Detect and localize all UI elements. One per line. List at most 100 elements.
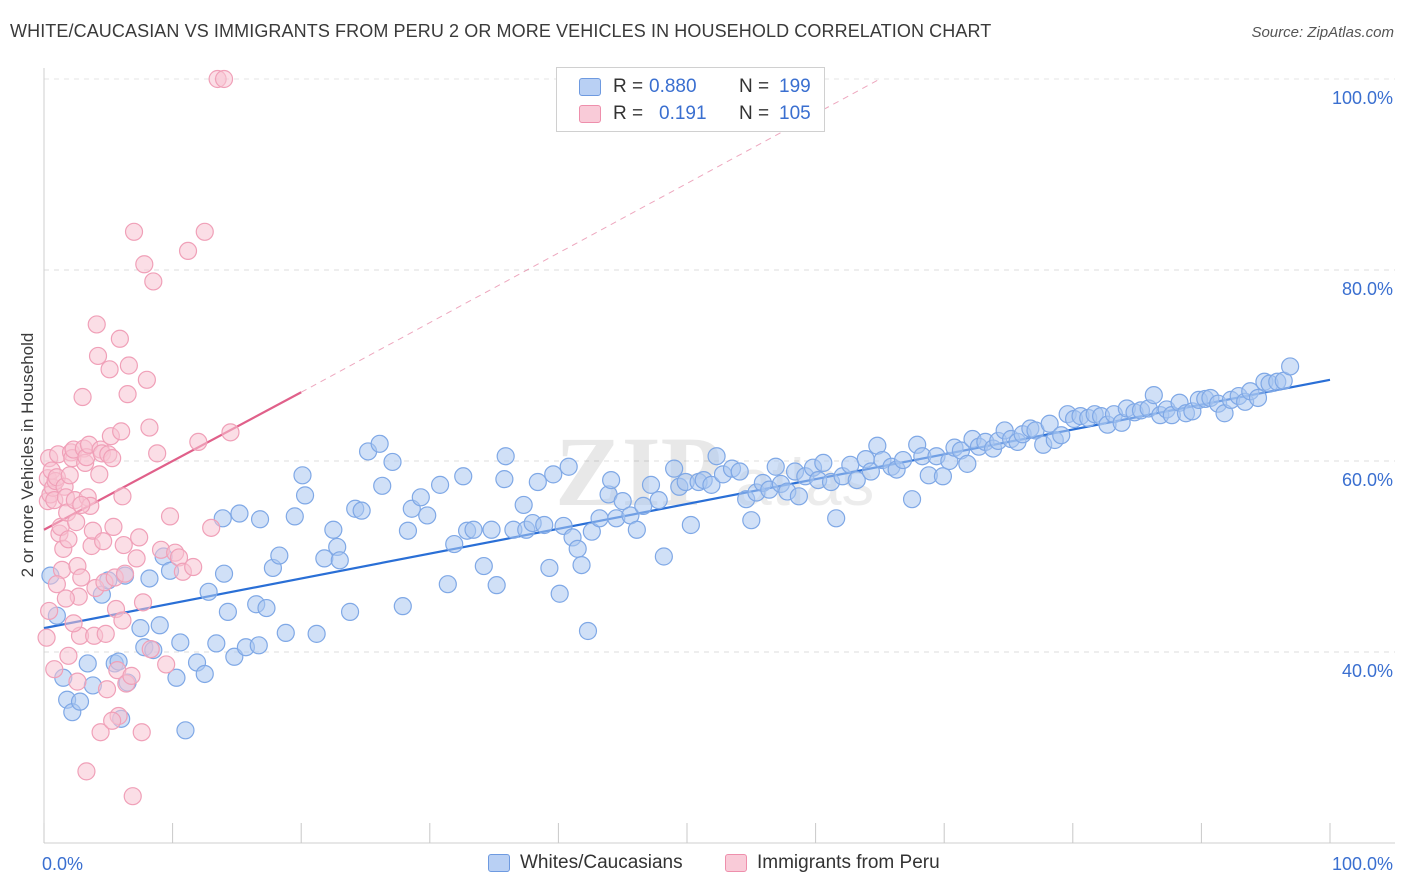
point-peru [73,387,92,407]
point-whites [487,576,506,595]
point-whites [528,472,547,492]
point-peru [47,575,66,594]
point-peru [123,787,142,806]
peru-swatch [579,105,601,123]
point-whites [464,520,483,539]
legend-row-whites: R = 0.880 N = 199 [579,75,811,99]
point-peru [103,711,122,730]
point-whites [295,486,315,505]
point-peru [132,723,151,742]
point-whites [270,546,289,565]
point-whites [195,664,214,684]
point-peru [221,423,240,442]
point-whites [1144,386,1163,405]
point-whites [730,462,749,481]
n-label: N = [739,103,770,124]
point-whites [496,447,515,466]
point-whites [70,692,90,711]
point-peru [127,549,146,568]
trend-lines [43,78,1331,630]
point-whites [218,602,237,621]
y-tick-label: 80.0% [1342,279,1393,299]
point-whites [373,476,392,495]
point-peru [148,444,167,463]
point-peru [119,356,138,375]
point-peru [67,513,86,532]
point-peru [72,568,91,587]
point-whites [861,462,880,481]
point-peru [97,680,117,699]
point-peru [112,422,131,441]
point-peru [118,385,137,404]
point-whites [568,539,587,558]
legend-item-peru[interactable]: Immigrants from Peru [725,852,940,874]
point-peru [103,449,122,468]
point-whites [827,509,846,528]
point-whites [230,504,249,523]
point-peru [59,646,78,665]
point-whites [398,521,418,540]
point-peru [113,611,132,630]
point-whites [766,457,785,476]
point-whites [559,457,578,476]
legend-row-peru: R = 0.191 N = 105 [579,102,811,126]
r-label: R = [613,76,644,97]
point-peru [141,640,160,659]
legend-label-whites: Whites/Caucasians [520,852,683,873]
x-tick-label: 0.0% [42,854,83,874]
point-whites [418,506,437,525]
point-whites [150,616,169,635]
point-whites [902,490,922,509]
point-whites [171,633,190,652]
point-peru [214,69,234,89]
point-peru [157,655,176,674]
point-whites [742,511,761,530]
point-whites [641,475,661,494]
point-peru [178,241,198,260]
point-whites [933,467,953,486]
y-tick-label: 60.0% [1342,470,1393,490]
point-peru [144,272,163,291]
point-whites [847,471,866,490]
point-whites [78,654,97,673]
peru-swatch [725,854,747,872]
point-peru [130,528,149,547]
y-tick-label: 100.0% [1332,88,1393,108]
point-peru [184,557,203,577]
legend-label-peru: Immigrants from Peru [757,852,940,873]
point-peru [135,255,154,274]
y-tick-label: 40.0% [1342,661,1393,681]
point-whites [276,623,295,643]
point-whites [613,492,632,511]
point-peru [40,601,59,621]
point-whites [438,575,457,594]
point-whites [602,471,621,490]
point-peru [110,329,129,348]
point-whites [789,487,808,506]
point-whites [665,459,684,478]
point-whites [176,721,195,740]
point-peru [114,535,133,555]
point-peru [133,593,153,612]
series-legend: Whites/Caucasians Immigrants from Peru [0,852,1406,878]
r-value-whites: 0.880 [649,76,697,97]
point-peru [137,370,156,389]
point-peru [195,222,214,241]
point-peru [59,530,78,549]
point-peru [140,418,159,437]
point-peru [124,222,144,241]
point-whites [1248,388,1268,408]
point-whites [445,534,464,554]
point-whites [249,636,268,655]
point-whites [550,584,569,603]
whites-swatch [579,78,601,96]
legend-item-whites[interactable]: Whites/Caucasians [488,852,683,874]
point-whites [627,520,646,539]
point-peru [91,723,110,742]
point-peru [94,532,113,551]
point-whites [707,447,726,466]
point-peru [113,487,132,506]
point-whites [199,582,218,601]
x-tick-label: 100.0% [1332,854,1393,874]
point-whites [1052,426,1071,445]
